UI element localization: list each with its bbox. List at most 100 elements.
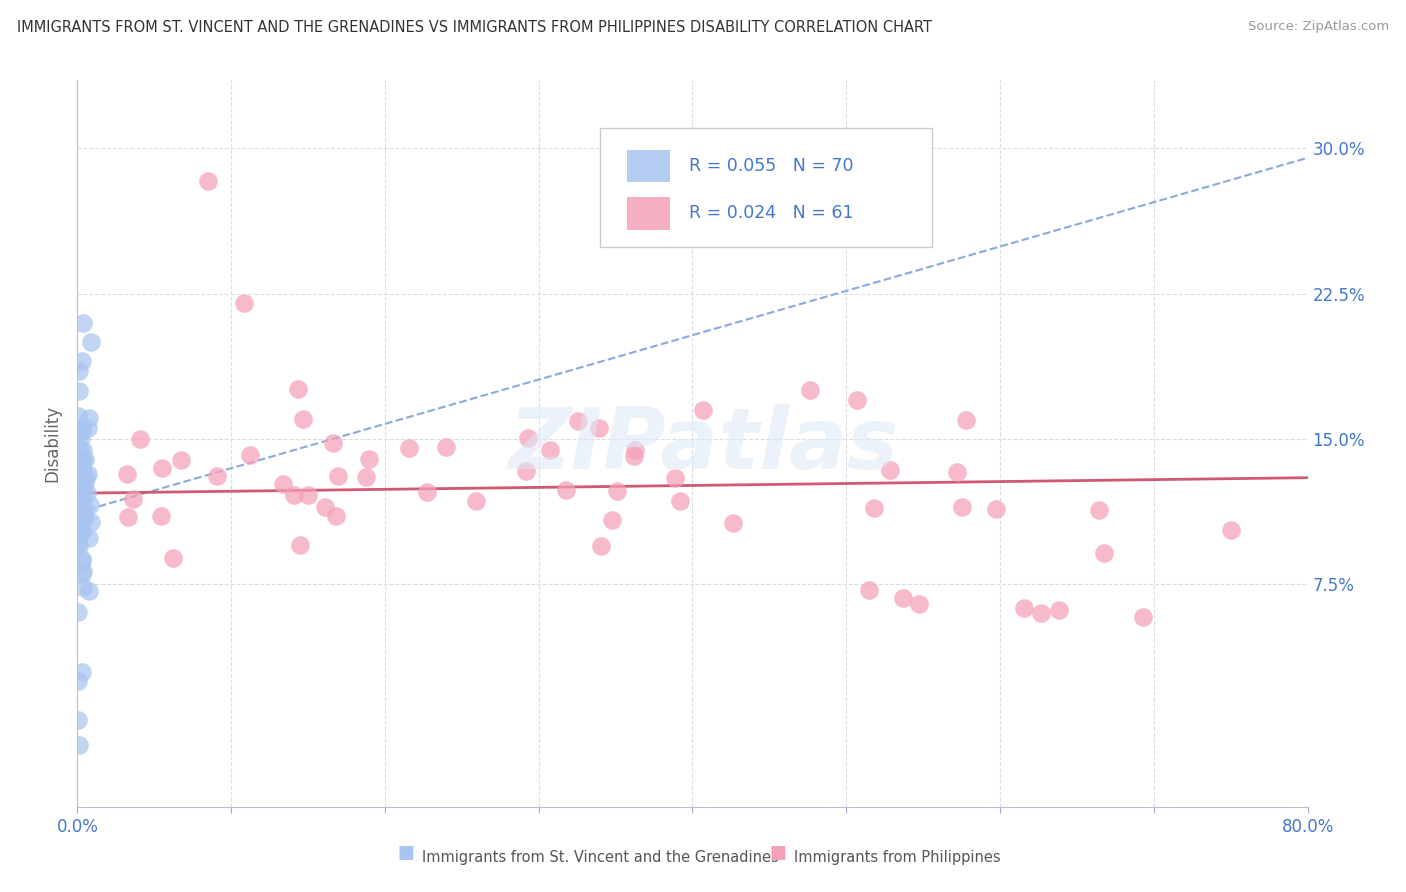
Point — [76, 486, 98, 500]
Point — [69, 425, 91, 439]
Point — [67, 738, 90, 752]
Point — [416, 484, 439, 499]
Point — [205, 469, 228, 483]
Point — [946, 465, 969, 479]
FancyBboxPatch shape — [600, 128, 932, 247]
Point — [70, 420, 93, 434]
Text: R = 0.055   N = 70: R = 0.055 N = 70 — [689, 157, 853, 175]
Point — [75, 510, 97, 524]
Point — [66, 605, 89, 619]
Point — [122, 492, 145, 507]
Point — [1012, 600, 1035, 615]
Point — [984, 501, 1007, 516]
Point — [72, 580, 94, 594]
Point — [66, 409, 89, 424]
Point — [77, 531, 100, 545]
Text: Immigrants from Philippines: Immigrants from Philippines — [794, 850, 1001, 865]
Point — [67, 508, 90, 522]
Point — [664, 471, 686, 485]
Point — [70, 523, 93, 537]
Point — [879, 462, 901, 476]
Point — [80, 334, 103, 349]
Text: IMMIGRANTS FROM ST. VINCENT AND THE GRENADINES VS IMMIGRANTS FROM PHILIPPINES DI: IMMIGRANTS FROM ST. VINCENT AND THE GREN… — [17, 20, 932, 35]
Text: Immigrants from St. Vincent and the Grenadines: Immigrants from St. Vincent and the Gren… — [422, 850, 779, 865]
Point — [115, 467, 138, 481]
Point — [66, 462, 89, 476]
Point — [66, 713, 89, 727]
Point — [538, 442, 561, 457]
Point — [73, 508, 96, 522]
Point — [77, 584, 100, 599]
Point — [950, 500, 973, 515]
Point — [79, 498, 101, 512]
Point — [314, 500, 336, 515]
Y-axis label: Disability: Disability — [44, 405, 62, 483]
Text: ZIPatlas: ZIPatlas — [508, 404, 898, 488]
Point — [67, 516, 90, 531]
Point — [75, 475, 97, 490]
Point — [623, 449, 645, 463]
Point — [1047, 602, 1070, 616]
Point — [69, 526, 91, 541]
Point — [70, 431, 93, 445]
Point — [69, 479, 91, 493]
Point — [70, 451, 93, 466]
Point — [292, 412, 315, 426]
Point — [70, 354, 93, 368]
Point — [70, 461, 93, 475]
Point — [66, 467, 89, 481]
Point — [70, 479, 93, 493]
Point — [326, 469, 349, 483]
Point — [67, 494, 90, 508]
Point — [80, 515, 103, 529]
Point — [73, 451, 96, 466]
Point — [73, 470, 96, 484]
Point — [845, 393, 868, 408]
Point — [66, 421, 89, 435]
Point — [77, 467, 100, 482]
Point — [858, 583, 880, 598]
Point — [589, 539, 612, 553]
Point — [325, 508, 347, 523]
Point — [287, 382, 309, 396]
Point — [69, 450, 91, 465]
Point — [70, 492, 93, 507]
Point — [69, 504, 91, 518]
Point — [517, 431, 540, 445]
Point — [567, 413, 589, 427]
Point — [290, 538, 312, 552]
Bar — [627, 150, 671, 182]
Point — [72, 564, 94, 578]
Point — [70, 475, 93, 489]
Point — [117, 509, 139, 524]
Point — [67, 384, 90, 399]
Point — [70, 665, 93, 679]
Point — [624, 442, 647, 457]
Point — [669, 494, 692, 508]
Point — [77, 421, 100, 435]
Point — [70, 461, 93, 475]
Point — [1132, 610, 1154, 624]
Point — [162, 551, 184, 566]
Point — [515, 464, 537, 478]
Point — [233, 296, 256, 310]
Point — [77, 410, 100, 425]
Point — [129, 432, 152, 446]
Point — [72, 508, 94, 523]
Point — [67, 516, 90, 531]
Point — [70, 554, 93, 568]
Point — [692, 402, 714, 417]
Point — [398, 441, 420, 455]
Point — [799, 384, 821, 398]
Point — [354, 470, 377, 484]
Point — [75, 503, 97, 517]
Point — [72, 442, 94, 457]
Point — [69, 464, 91, 478]
Point — [70, 551, 93, 566]
Bar — [627, 197, 671, 229]
Point — [72, 485, 94, 500]
Point — [75, 469, 97, 483]
Point — [170, 453, 193, 467]
Point — [70, 566, 93, 581]
Point — [908, 597, 931, 611]
